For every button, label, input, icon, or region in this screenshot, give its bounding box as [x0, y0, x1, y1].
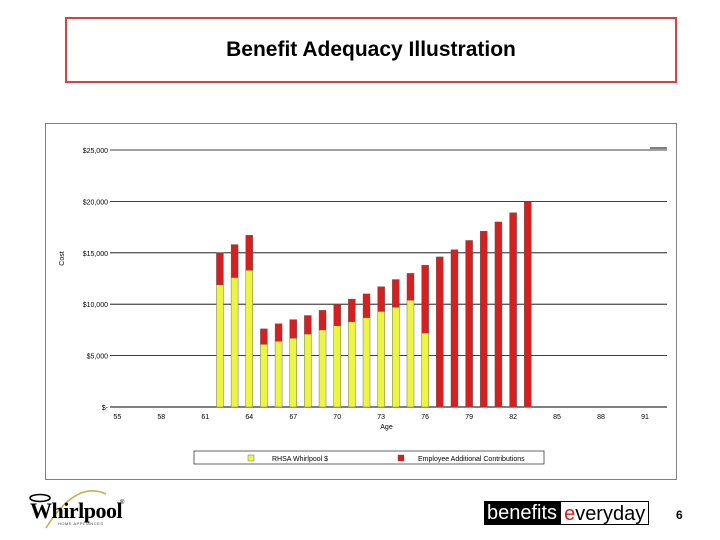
x-tick-label: 91 [641, 414, 649, 421]
y-tick-label: $5,000 [87, 354, 109, 361]
page-number: 6 [676, 508, 683, 522]
y-tick-label: $10,000 [83, 302, 108, 309]
benefits-everyday-logo: benefits everyday [484, 501, 650, 525]
bar-rhsa-age-62 [216, 284, 224, 408]
legend-label-rhsa: RHSA Whirlpool $ [272, 456, 328, 463]
page-title: Benefit Adequacy Illustration [226, 38, 516, 61]
bar-employee-age-68 [304, 315, 312, 335]
x-tick-label: 88 [597, 414, 605, 421]
bar-employee-age-74 [392, 279, 400, 308]
bar-rhsa-age-75 [406, 299, 415, 408]
y-tick-label: $- [102, 405, 109, 412]
bar-employee-age-63 [230, 244, 239, 278]
bar-employee-age-83 [524, 201, 532, 408]
bar-employee-age-82 [509, 212, 517, 408]
x-tick-label: 55 [113, 414, 121, 421]
chart-frame: $- $5,000 $10,000 $15,000 $20,000 $25,000 55 58… [45, 123, 677, 480]
bar-employee-age-73 [377, 286, 385, 312]
bar-employee-age-72 [362, 293, 371, 318]
bar-employee-age-64 [245, 235, 253, 271]
bar-employee-age-75 [406, 273, 415, 301]
x-tick-label: 76 [421, 414, 429, 421]
whirlpool-logo: Whirlpool ® HOME APPLIANCES [26, 490, 126, 535]
everyday-accent-letter: e [564, 503, 576, 525]
everyday-wordmark: everyday [560, 501, 650, 525]
registered-icon: ® [120, 500, 125, 506]
whirlpool-wordmark: Whirlpool [30, 498, 123, 523]
x-tick-label: 64 [245, 414, 253, 421]
bar-rhsa-age-64 [245, 270, 253, 408]
bar-employee-age-66 [274, 323, 283, 342]
bar-employee-age-76 [421, 264, 429, 334]
bar-rhsa-age-74 [392, 307, 400, 408]
x-tick-label: 67 [289, 414, 297, 421]
whirlpool-tagline: HOME APPLIANCES [58, 521, 104, 526]
x-axis-label: Age [380, 424, 393, 431]
y-axis-label: Cost [59, 251, 66, 265]
stacked-bar-chart: $- $5,000 $10,000 $15,000 $20,000 $25,000 55 58… [59, 147, 667, 465]
bar-employee-age-69 [318, 310, 327, 331]
bar-employee-age-79 [465, 240, 473, 408]
bar-employee-age-65 [260, 328, 268, 345]
bar-rhsa-age-66 [274, 341, 283, 408]
x-tick-label: 58 [157, 414, 165, 421]
bar-employee-age-77 [436, 256, 444, 408]
everyday-rest: veryday [575, 503, 646, 525]
legend-swatch-rhsa [247, 454, 255, 462]
whirlpool-swoosh-icon [29, 490, 107, 529]
bar-employee-age-67 [289, 319, 297, 339]
y-tick-label: $20,000 [83, 199, 108, 206]
x-tick-label: 70 [333, 414, 341, 421]
bar-rhsa-age-65 [260, 344, 268, 408]
bar-employee-age-62 [216, 252, 224, 285]
bar-employee-age-71 [348, 298, 356, 322]
legend-label-employee: Employee Additional Contributions [418, 456, 525, 463]
bar-rhsa-age-63 [230, 277, 239, 408]
x-tick-label: 61 [201, 414, 209, 421]
bar-rhsa-age-76 [421, 332, 429, 408]
bar-employee-age-80 [480, 231, 488, 408]
bar-rhsa-age-70 [333, 325, 341, 408]
x-tick-label: 79 [465, 414, 473, 421]
bar-rhsa-age-73 [377, 311, 385, 408]
y-tick-label: $15,000 [83, 251, 108, 258]
bar-rhsa-age-71 [348, 321, 356, 408]
x-tick-label: 73 [377, 414, 385, 421]
bar-employee-age-70 [333, 303, 341, 326]
y-tick-label: $25,000 [83, 148, 108, 155]
title-box: Benefit Adequacy Illustration [65, 17, 677, 83]
bar-rhsa-age-69 [318, 329, 327, 408]
legend-swatch-employee [397, 454, 405, 462]
bar-rhsa-age-67 [289, 337, 297, 408]
legend-box [193, 450, 545, 465]
x-tick-label: 85 [553, 414, 561, 421]
bar-rhsa-age-72 [362, 317, 371, 408]
bar-employee-age-78 [450, 249, 459, 408]
x-tick-label: 82 [509, 414, 517, 421]
benefits-wordmark: benefits [484, 501, 561, 525]
bar-rhsa-age-68 [304, 333, 312, 408]
bar-employee-age-81 [494, 221, 503, 408]
